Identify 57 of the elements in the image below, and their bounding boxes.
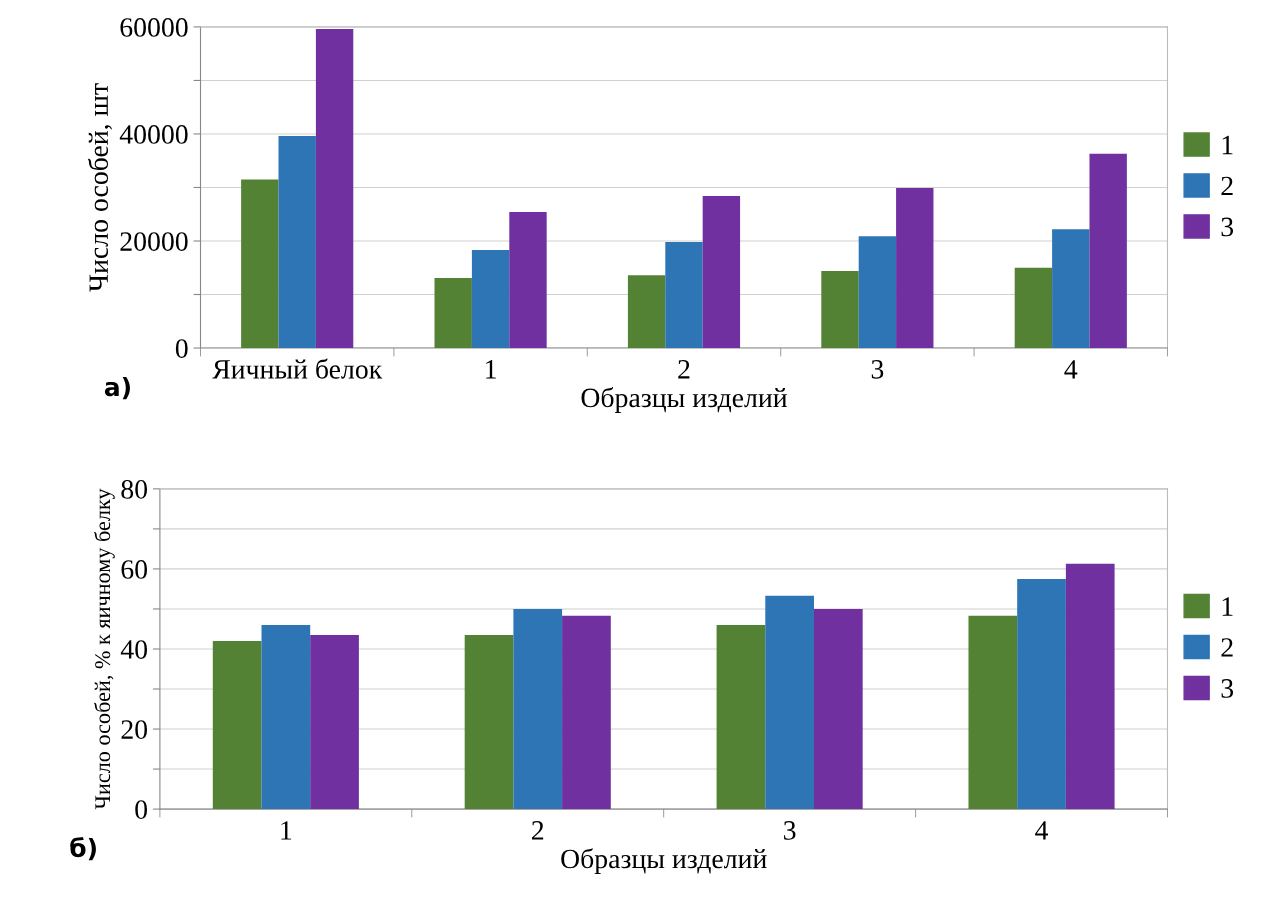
x-tick-label: 3 bbox=[784, 821, 796, 840]
bar bbox=[464, 634, 514, 810]
bar bbox=[241, 179, 279, 349]
text: б) bbox=[70, 837, 96, 861]
bar bbox=[627, 275, 666, 349]
bar bbox=[1014, 267, 1053, 349]
bar bbox=[702, 196, 741, 349]
legend-label: 2 bbox=[1221, 638, 1233, 657]
bar bbox=[1089, 153, 1127, 349]
bar bbox=[716, 624, 766, 810]
bar bbox=[1017, 578, 1066, 810]
x-tick-label: 4 bbox=[1035, 821, 1049, 840]
bar bbox=[896, 188, 934, 349]
y-tick-label: 40000 bbox=[119, 125, 188, 144]
y-tick-label: 80 bbox=[121, 480, 148, 499]
y-tick-label: 20 bbox=[121, 720, 148, 739]
x-tick-label: 1 bbox=[486, 360, 496, 379]
bar bbox=[261, 624, 311, 810]
legend-label: 3 bbox=[1221, 679, 1234, 698]
x-tick-label: 1 bbox=[281, 821, 292, 840]
legend-label: 1 bbox=[1222, 135, 1233, 155]
bar bbox=[310, 634, 359, 810]
y-tick-label: 0 bbox=[135, 800, 148, 820]
x-tick-label: Яичный белок bbox=[212, 358, 383, 379]
y-axis-title: Число особей, шт bbox=[87, 83, 113, 292]
bar bbox=[968, 615, 1018, 810]
bar bbox=[315, 29, 354, 349]
x-axis-title: Образцы изделий bbox=[561, 848, 767, 874]
x-tick-label: 3 bbox=[871, 360, 884, 379]
bar bbox=[665, 242, 703, 349]
bar bbox=[821, 270, 859, 349]
legend-label: 1 bbox=[1222, 597, 1233, 616]
bar bbox=[471, 250, 510, 349]
bar bbox=[858, 236, 897, 349]
legend-label: 2 bbox=[1221, 176, 1233, 196]
bar bbox=[562, 615, 611, 810]
x-tick-label: 2 bbox=[678, 360, 690, 379]
legend-label: 3 bbox=[1221, 217, 1234, 237]
y-tick-label: 60000 bbox=[120, 18, 188, 37]
bar bbox=[509, 212, 547, 349]
y-tick-label: 20000 bbox=[120, 232, 188, 251]
x-tick-label: 4 bbox=[1064, 360, 1078, 379]
bar bbox=[212, 640, 262, 810]
x-axis-title: Образцы изделий bbox=[581, 387, 787, 413]
bar bbox=[813, 608, 863, 810]
y-tick-label: 60 bbox=[121, 560, 148, 579]
bar bbox=[434, 277, 472, 349]
bar bbox=[513, 608, 563, 810]
x-tick-label: 2 bbox=[532, 821, 544, 840]
bar bbox=[1052, 229, 1090, 349]
y-tick-label: 0 bbox=[175, 339, 188, 358]
y-axis-title: Число особей, % к яичному белку bbox=[94, 488, 115, 810]
text: а) bbox=[104, 376, 130, 400]
bar bbox=[1065, 563, 1115, 810]
bar bbox=[278, 136, 316, 349]
y-tick-label: 40 bbox=[120, 640, 148, 659]
bar bbox=[765, 595, 814, 810]
